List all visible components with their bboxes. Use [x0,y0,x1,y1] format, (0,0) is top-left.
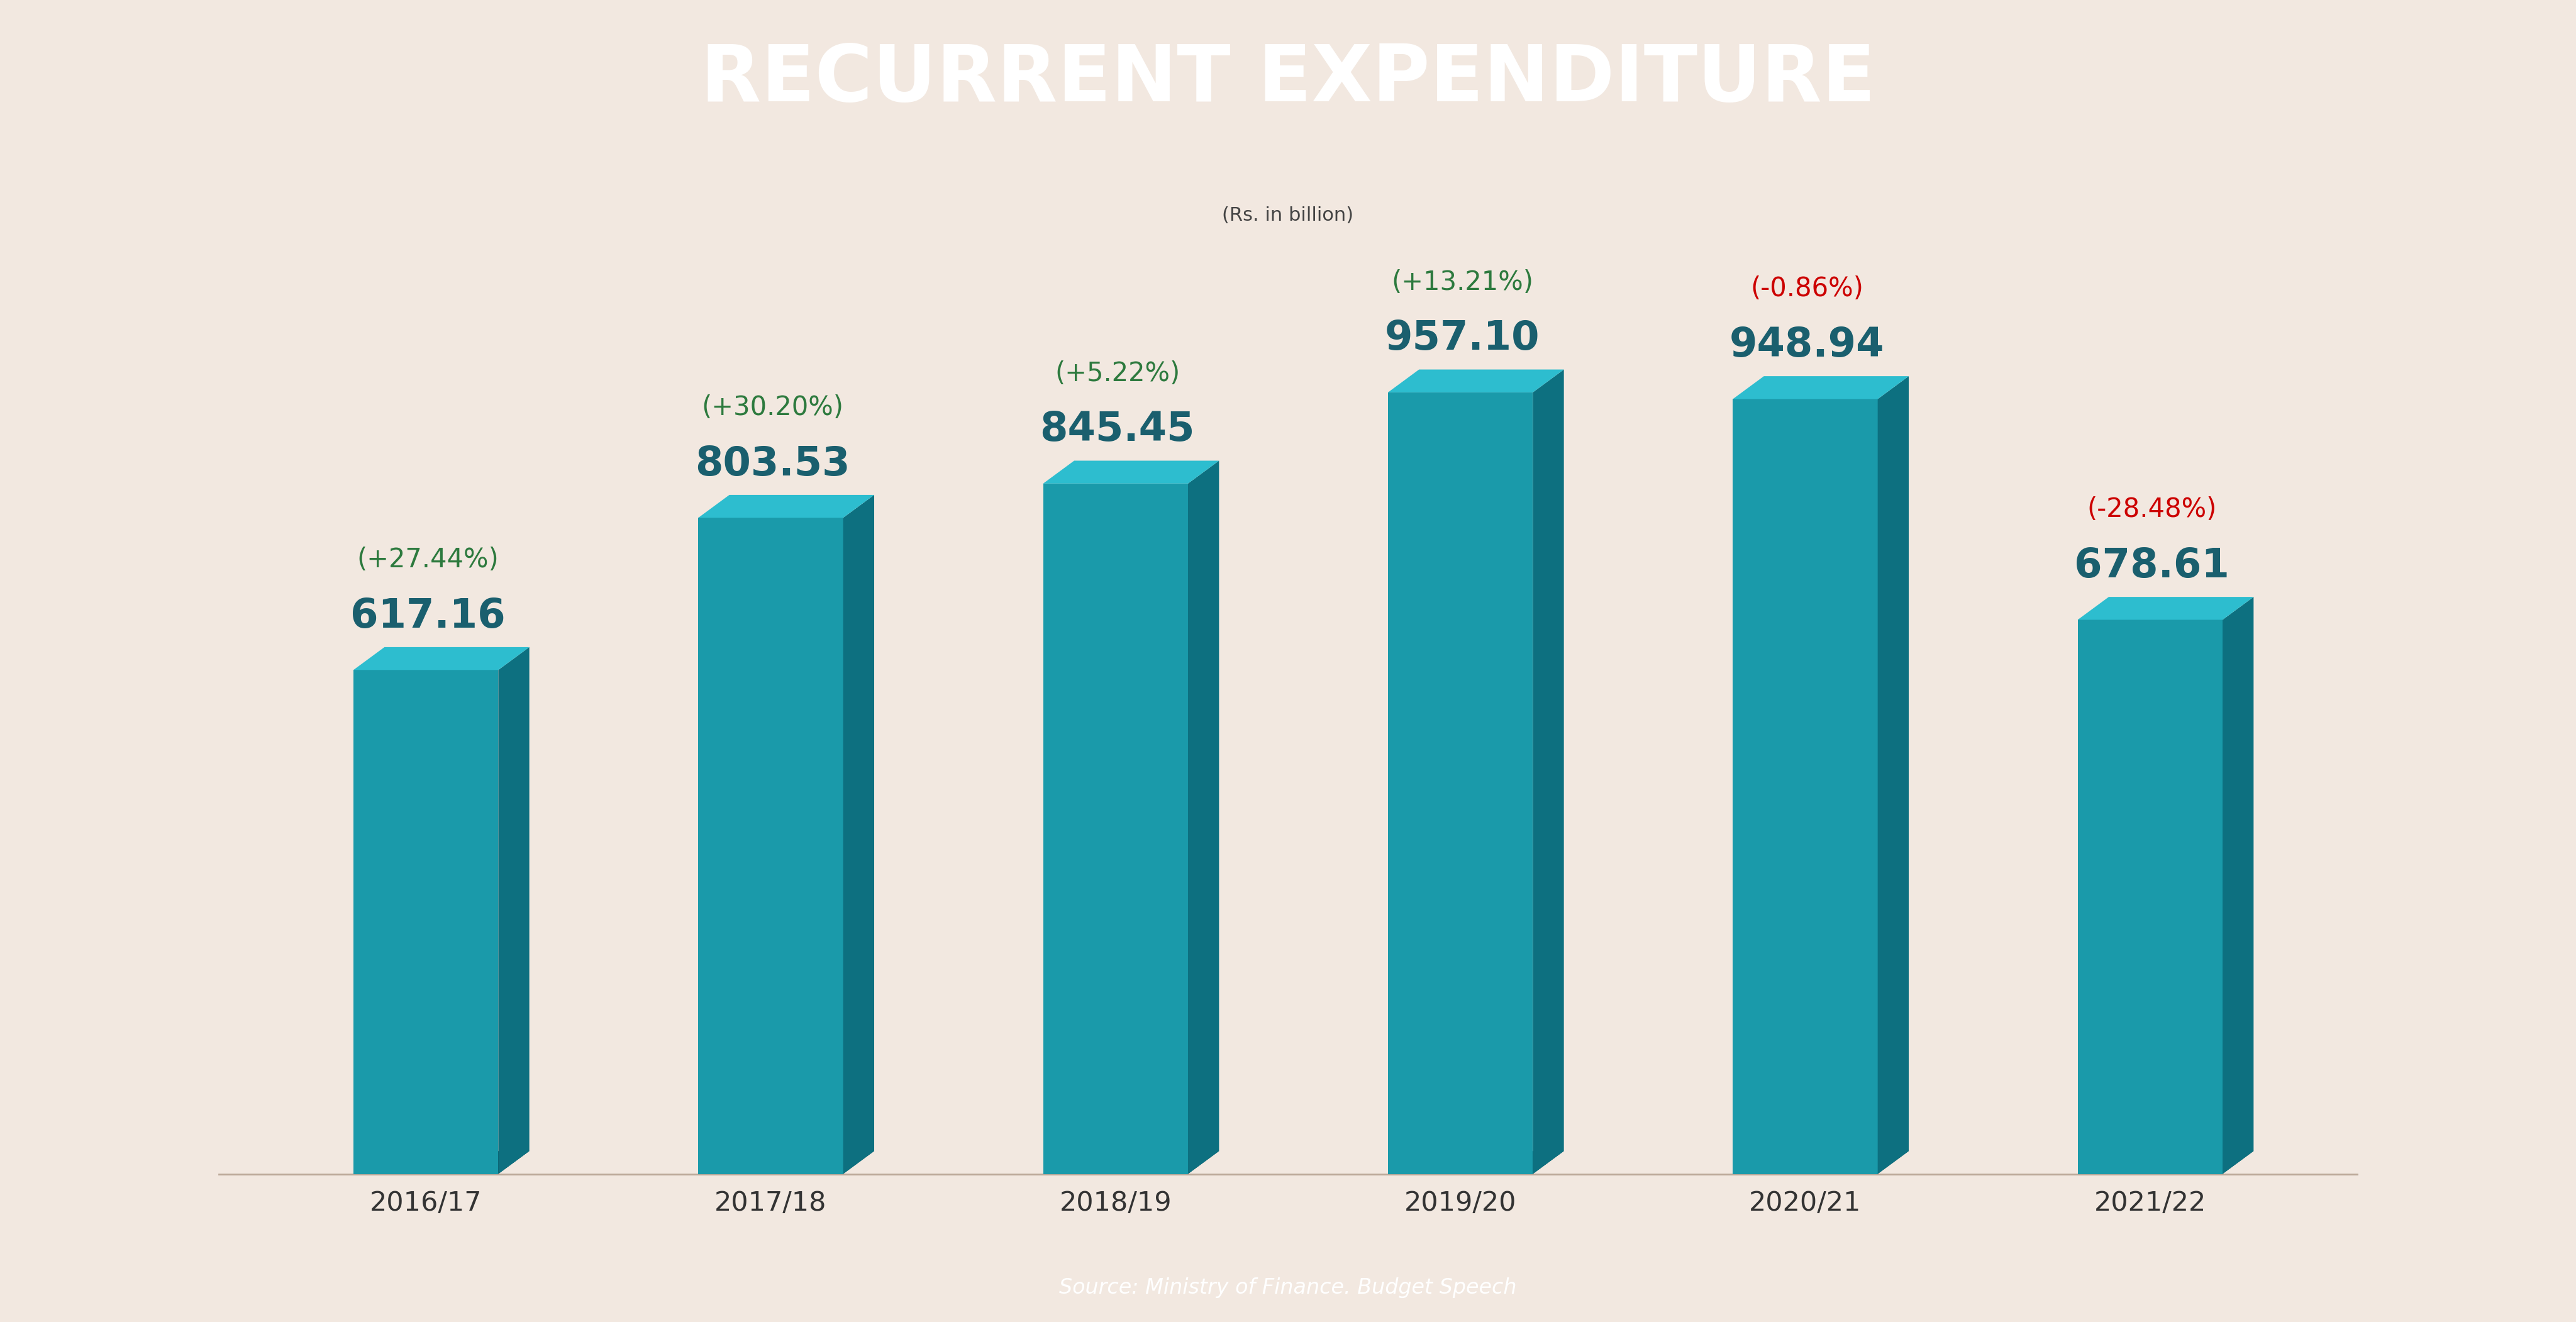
Polygon shape [1533,370,1564,1174]
Polygon shape [497,646,528,1174]
Polygon shape [353,1151,528,1174]
Polygon shape [1043,484,1188,1174]
Text: 948.94: 948.94 [1728,325,1886,365]
Polygon shape [353,646,528,670]
Text: 845.45: 845.45 [1041,410,1195,449]
Polygon shape [1734,399,1878,1174]
Text: (+5.22%): (+5.22%) [1054,360,1180,386]
Text: 617.16: 617.16 [350,596,505,636]
Polygon shape [1388,1151,1564,1174]
Text: (+13.21%): (+13.21%) [1391,268,1533,295]
Text: 678.61: 678.61 [2074,546,2228,586]
Text: (+30.20%): (+30.20%) [701,394,842,420]
Polygon shape [2079,620,2223,1174]
Polygon shape [1043,460,1218,484]
Polygon shape [2079,598,2254,620]
Polygon shape [1878,377,1909,1174]
Text: (Rs. in billion): (Rs. in billion) [1221,206,1355,225]
Polygon shape [698,1151,873,1174]
Text: (-28.48%): (-28.48%) [2087,496,2218,522]
Polygon shape [1734,377,1909,399]
Polygon shape [1734,1151,1909,1174]
Polygon shape [2223,598,2254,1174]
Polygon shape [842,494,873,1174]
Text: Source: Ministry of Finance. Budget Speech: Source: Ministry of Finance. Budget Spee… [1059,1277,1517,1298]
Polygon shape [353,670,497,1174]
Polygon shape [1388,393,1533,1174]
Polygon shape [1188,460,1218,1174]
Text: (+27.44%): (+27.44%) [355,546,500,572]
Text: 803.53: 803.53 [696,444,850,484]
Polygon shape [698,494,873,518]
Polygon shape [698,518,842,1174]
Text: 957.10: 957.10 [1386,319,1540,358]
Text: RECURRENT EXPENDITURE: RECURRENT EXPENDITURE [701,41,1875,118]
Polygon shape [2079,1151,2254,1174]
Polygon shape [1043,1151,1218,1174]
Polygon shape [1388,370,1564,393]
Text: (-0.86%): (-0.86%) [1752,275,1862,301]
